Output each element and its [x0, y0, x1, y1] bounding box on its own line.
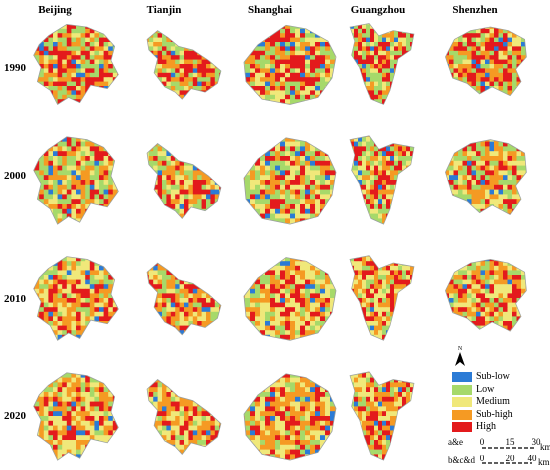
map-shanghai-2010: [243, 257, 337, 341]
legend-swatch: [452, 384, 472, 395]
column-header-tianjin: Tianjin: [146, 4, 182, 16]
map-shanghai-2020: [243, 373, 337, 461]
scale-bar-graphic: 0 15 30 km: [480, 437, 550, 451]
legend-item-high: High: [444, 421, 544, 434]
map-beijing-2010: [33, 256, 119, 341]
column-header-guangzhou: Guangzhou: [350, 4, 406, 16]
legend-item-medium: Medium: [444, 396, 544, 409]
row-header-2010: 2010: [4, 293, 26, 305]
column-header-beijing: Beijing: [38, 4, 72, 16]
map-tianjin-1990: [146, 30, 222, 100]
map-beijing-2020: [33, 372, 119, 461]
map-shenzhen-1990: [445, 26, 527, 97]
map-tianjin-2010: [146, 262, 222, 336]
legend-swatch: [452, 397, 472, 407]
legend-label: Low: [476, 383, 495, 395]
legend-label: High: [476, 421, 496, 432]
map-beijing-1990: [33, 24, 119, 105]
scale-bar-graphic: 0 20 40 km: [480, 455, 550, 467]
column-header-shanghai: Shanghai: [247, 4, 293, 16]
legend-label: Medium: [476, 396, 510, 407]
map-shenzhen-2010: [445, 258, 527, 332]
legend-swatch: [452, 372, 472, 382]
map-shanghai-2000: [243, 137, 337, 225]
map-shanghai-1990: [243, 24, 337, 105]
row-header-2000: 2000: [4, 170, 26, 182]
map-tianjin-2000: [146, 143, 222, 219]
row-header-1990: 1990: [4, 62, 26, 74]
map-shenzhen-2000: [445, 139, 527, 216]
map-guangzhou-2020: [349, 371, 415, 461]
row-header-2020: 2020: [4, 410, 26, 422]
map-guangzhou-2010: [349, 255, 415, 341]
legend-item-sub-low: Sub-low: [444, 371, 544, 384]
legend-item-low: Low: [444, 384, 544, 397]
map-guangzhou-1990: [349, 23, 415, 105]
north-arrow-icon: N: [455, 346, 465, 366]
legend-label: Sub-high: [476, 408, 513, 420]
map-beijing-2000: [33, 136, 119, 225]
legend-item-sub-high: Sub-high: [444, 409, 544, 422]
legend-swatch: [452, 409, 472, 420]
scale-label: b&c&d: [448, 455, 475, 465]
map-tianjin-2020: [146, 379, 222, 455]
map-guangzhou-2000: [349, 135, 415, 225]
legend-label: Sub-low: [476, 371, 510, 382]
column-header-shenzhen: Shenzhen: [452, 4, 498, 16]
scale-label: a&e: [448, 437, 463, 447]
legend: Sub-low Low Medium Sub-high High: [444, 371, 544, 434]
legend-swatch: [452, 422, 472, 432]
